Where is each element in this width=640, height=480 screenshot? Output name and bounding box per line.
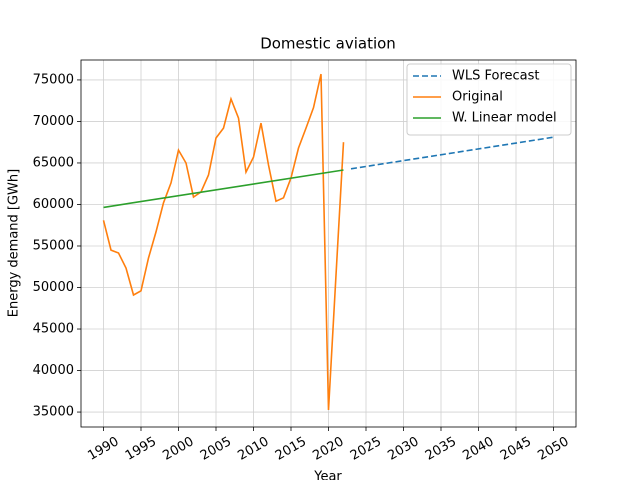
- legend-label: WLS Forecast: [452, 69, 540, 84]
- x-tick-label: 1990: [85, 434, 121, 464]
- x-tick-label: 2050: [535, 434, 571, 464]
- axes-frame: [80, 59, 577, 428]
- legend-box: [406, 63, 572, 136]
- y-tick-label: 35000: [33, 405, 74, 420]
- x-tick-label: 2020: [310, 434, 346, 464]
- y-tick-label: 40000: [33, 363, 74, 378]
- x-tick-label: 2025: [348, 434, 384, 464]
- y-axis-label: Energy demand [GWh]: [7, 169, 22, 317]
- series-line: [102, 73, 345, 411]
- x-tick-label: 2010: [235, 434, 271, 464]
- x-tick-label: 2040: [460, 434, 496, 464]
- legend-label: W. Linear model: [452, 111, 557, 126]
- chart-title: Domestic aviation: [260, 35, 396, 53]
- x-tick-label: 2035: [423, 434, 459, 464]
- x-tick-label: 2005: [198, 434, 234, 464]
- y-tick-label: 55000: [33, 238, 74, 253]
- x-tick-label: 2030: [385, 434, 421, 464]
- series-line: [350, 136, 554, 170]
- x-tick-label: 2045: [498, 434, 534, 464]
- x-tick-label: 2000: [160, 434, 196, 464]
- y-tick-label: 45000: [33, 322, 74, 337]
- legend-label: Original: [452, 90, 503, 105]
- y-tick-label: 65000: [33, 155, 74, 170]
- y-tick-label: 50000: [33, 280, 74, 295]
- y-tick-label: 70000: [33, 114, 74, 129]
- x-tick-label: 1995: [123, 434, 159, 464]
- y-tick-label: 75000: [33, 72, 74, 87]
- series-line: [103, 169, 344, 209]
- x-tick-label: 2015: [273, 434, 309, 464]
- x-axis-label: Year: [313, 470, 342, 480]
- y-tick-label: 60000: [33, 197, 74, 212]
